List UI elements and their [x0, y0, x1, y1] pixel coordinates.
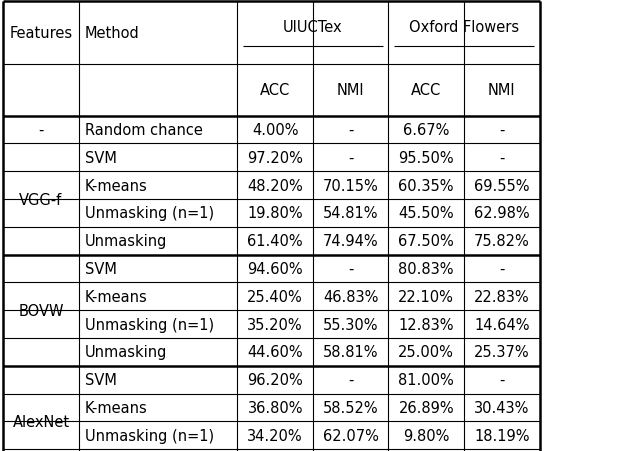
Text: 25.37%: 25.37%: [474, 345, 529, 359]
Text: -: -: [38, 123, 44, 138]
Text: 46.83%: 46.83%: [323, 289, 378, 304]
Text: Random chance: Random chance: [85, 123, 203, 138]
Text: BOVW: BOVW: [18, 303, 64, 318]
Text: Unmasking: Unmasking: [85, 345, 168, 359]
Text: K-means: K-means: [85, 289, 148, 304]
Text: 25.00%: 25.00%: [398, 345, 454, 359]
Text: Unmasking (n=1): Unmasking (n=1): [85, 206, 214, 221]
Text: -: -: [348, 262, 353, 276]
Text: K-means: K-means: [85, 178, 148, 193]
Text: SVM: SVM: [85, 262, 117, 276]
Text: 96.20%: 96.20%: [247, 373, 303, 387]
Text: 22.83%: 22.83%: [474, 289, 529, 304]
Text: -: -: [348, 373, 353, 387]
Text: 26.89%: 26.89%: [399, 400, 454, 415]
Text: 69.55%: 69.55%: [474, 178, 529, 193]
Text: -: -: [348, 151, 353, 166]
Text: 80.83%: 80.83%: [399, 262, 454, 276]
Text: Oxford Flowers: Oxford Flowers: [409, 20, 519, 35]
Text: -: -: [499, 123, 504, 138]
Text: 48.20%: 48.20%: [247, 178, 303, 193]
Text: 81.00%: 81.00%: [398, 373, 454, 387]
Text: 4.00%: 4.00%: [252, 123, 298, 138]
Text: 75.82%: 75.82%: [474, 234, 530, 249]
Text: 94.60%: 94.60%: [248, 262, 303, 276]
Text: NMI: NMI: [488, 83, 516, 98]
Text: K-means: K-means: [85, 400, 148, 415]
Text: Unmasking: Unmasking: [85, 234, 168, 249]
Text: 97.20%: 97.20%: [247, 151, 303, 166]
Text: 70.15%: 70.15%: [323, 178, 379, 193]
Text: Features: Features: [10, 26, 72, 41]
Text: 34.20%: 34.20%: [248, 428, 303, 443]
Text: 45.50%: 45.50%: [399, 206, 454, 221]
Text: 61.40%: 61.40%: [248, 234, 303, 249]
Text: 60.35%: 60.35%: [399, 178, 454, 193]
Text: 55.30%: 55.30%: [323, 317, 378, 332]
Text: AlexNet: AlexNet: [12, 414, 70, 429]
Text: 74.94%: 74.94%: [323, 234, 378, 249]
Text: 9.80%: 9.80%: [403, 428, 449, 443]
Text: SVM: SVM: [85, 151, 117, 166]
Text: 36.80%: 36.80%: [248, 400, 303, 415]
Text: 54.81%: 54.81%: [323, 206, 378, 221]
Text: ACC: ACC: [411, 83, 442, 98]
Text: ACC: ACC: [260, 83, 291, 98]
Text: -: -: [499, 373, 504, 387]
Text: 18.19%: 18.19%: [474, 428, 529, 443]
Text: 19.80%: 19.80%: [248, 206, 303, 221]
Text: SVM: SVM: [85, 373, 117, 387]
Text: Method: Method: [85, 26, 140, 41]
Text: -: -: [499, 262, 504, 276]
Text: 30.43%: 30.43%: [474, 400, 529, 415]
Text: 62.07%: 62.07%: [323, 428, 379, 443]
Text: VGG-f: VGG-f: [19, 192, 63, 207]
Text: 6.67%: 6.67%: [403, 123, 449, 138]
Text: NMI: NMI: [337, 83, 365, 98]
Text: -: -: [348, 123, 353, 138]
Text: 67.50%: 67.50%: [398, 234, 454, 249]
Text: 14.64%: 14.64%: [474, 317, 529, 332]
Text: 95.50%: 95.50%: [399, 151, 454, 166]
Text: 62.98%: 62.98%: [474, 206, 529, 221]
Text: 58.81%: 58.81%: [323, 345, 378, 359]
Text: 25.40%: 25.40%: [247, 289, 303, 304]
Text: Unmasking (n=1): Unmasking (n=1): [85, 317, 214, 332]
Text: 22.10%: 22.10%: [398, 289, 454, 304]
Text: UIUCTex: UIUCTex: [283, 20, 343, 35]
Text: -: -: [499, 151, 504, 166]
Text: 58.52%: 58.52%: [323, 400, 378, 415]
Text: Unmasking (n=1): Unmasking (n=1): [85, 428, 214, 443]
Text: 35.20%: 35.20%: [248, 317, 303, 332]
Text: 12.83%: 12.83%: [399, 317, 454, 332]
Text: 44.60%: 44.60%: [248, 345, 303, 359]
